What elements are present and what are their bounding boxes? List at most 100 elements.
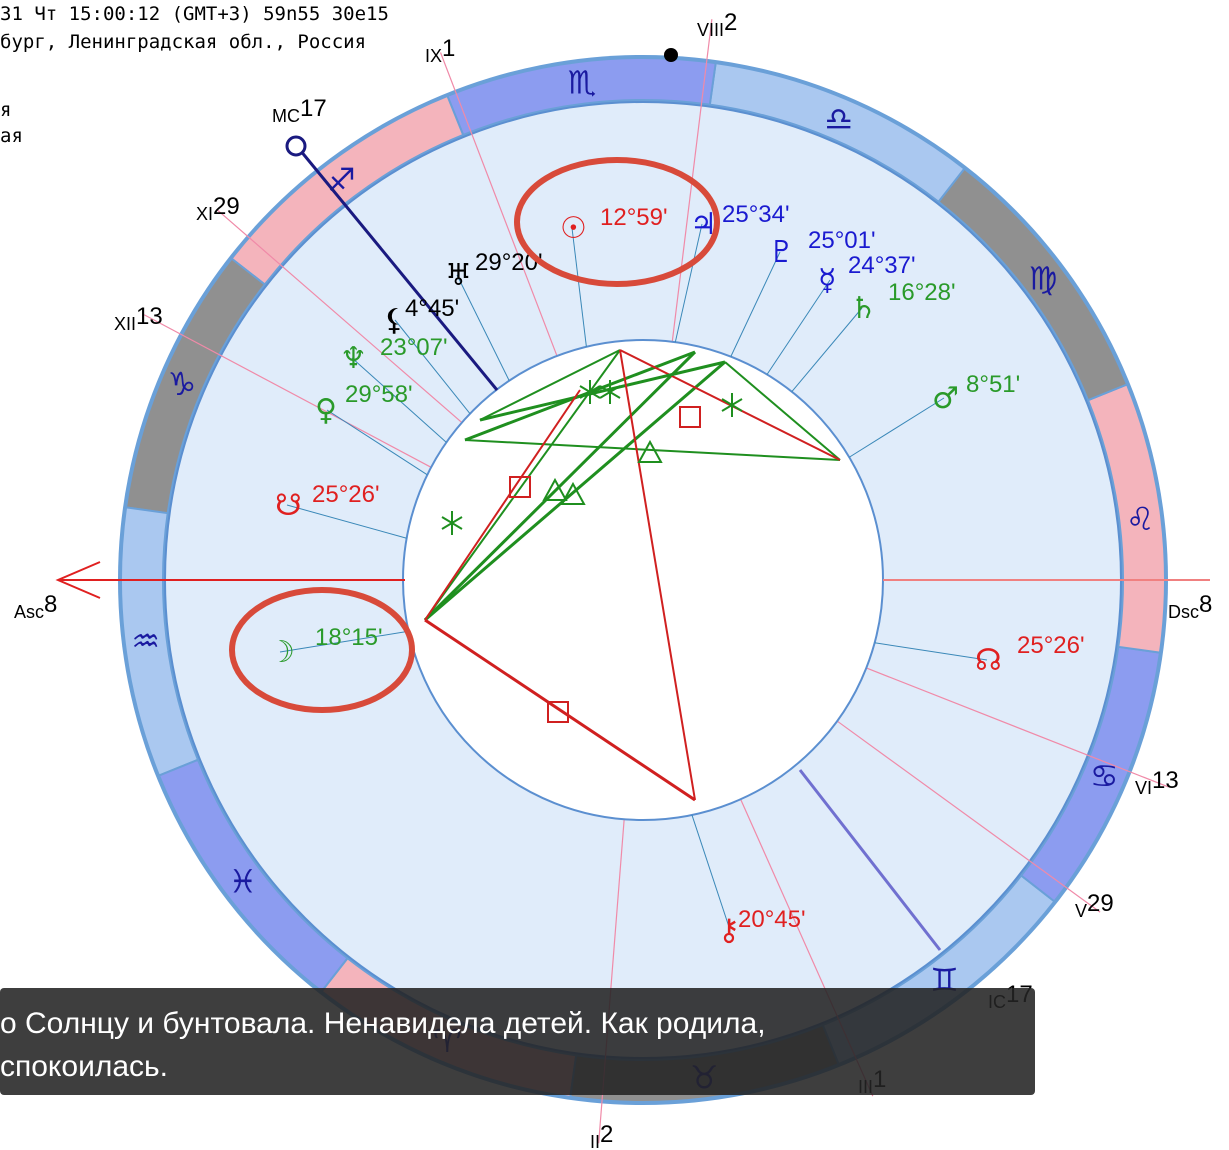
header-line: бург, Ленинградская обл., Россия: [0, 31, 366, 53]
planet-leader: [791, 307, 863, 393]
zodiac-glyph: ♐: [327, 161, 356, 199]
planet-degree: 8°51': [966, 371, 1020, 398]
ic-line: [798, 769, 942, 951]
house-cusp: [866, 667, 1169, 788]
planet-leader: [279, 630, 409, 653]
square: [509, 476, 531, 498]
aspect: [479, 349, 621, 421]
aspect: [619, 349, 841, 461]
planet-glyph: ⚸: [383, 303, 405, 338]
planet-degree: 29°58': [345, 381, 413, 408]
zodiac-glyph: ♋: [1090, 757, 1119, 795]
house-cusp: [439, 52, 558, 357]
house-cusp: [143, 314, 432, 468]
mc-marker: [285, 135, 307, 157]
planet-leader: [286, 504, 407, 539]
zodiac-glyph: ♒: [131, 622, 160, 660]
house-label: IX1: [425, 35, 455, 66]
planet-leader: [730, 251, 781, 357]
house-label: Asc8: [14, 591, 57, 622]
house-label: XII13: [114, 303, 163, 334]
planet-degree: 25°01': [808, 227, 876, 254]
zodiac-glyph: ♏: [568, 64, 597, 102]
house-label: VI13: [1135, 767, 1179, 798]
zodiac-glyph: ♎: [824, 100, 853, 138]
planet-degree: 24°37': [848, 252, 916, 279]
house-cusp: [836, 720, 1101, 913]
header-line: я: [0, 99, 11, 121]
planet-leader: [456, 274, 510, 381]
aspect: [424, 360, 726, 622]
subtitle-line: спокоилась.: [0, 1050, 168, 1083]
planet-glyph: ☽: [268, 635, 295, 670]
header-line: 31 Чт 15:00:12 (GMT+3) 59n55 30e15: [0, 3, 389, 25]
subtitle-box: [0, 988, 1035, 1095]
house-name: VI: [1135, 778, 1152, 798]
aspect: [424, 389, 581, 621]
highlight-sun: [514, 157, 720, 287]
house-name: MC: [272, 106, 300, 126]
house-name: V: [1075, 901, 1087, 921]
planet-degree: 12°59': [600, 204, 668, 231]
planet-degree: 23°07': [380, 334, 448, 361]
house-name: Dsc: [1168, 602, 1199, 622]
house-degree: 29: [213, 193, 240, 220]
aspect: [619, 349, 696, 801]
aspect: [464, 439, 841, 461]
planet-leader: [691, 814, 731, 931]
planet-leader: [848, 397, 945, 458]
house-degree: 2: [600, 1121, 613, 1148]
planet-leader: [874, 642, 988, 661]
aspect: [479, 360, 726, 422]
planet-leader: [674, 223, 703, 343]
header-line: ая: [0, 125, 23, 147]
asc-arrow: [55, 561, 101, 599]
house-name: VIII: [697, 20, 724, 40]
house-degree: 8: [1199, 591, 1212, 618]
house-degree: 29: [1087, 890, 1114, 917]
planet-glyph: ♄: [850, 291, 877, 326]
aspect: [423, 350, 697, 622]
planet-leader: [394, 319, 471, 414]
house-name: XI: [196, 204, 213, 224]
planet-degree: 16°28': [888, 279, 956, 306]
planet-glyph: ⚷: [718, 913, 740, 948]
house-degree: 17: [300, 95, 327, 122]
planet-degree: 25°26': [312, 481, 380, 508]
planet-degree: 25°26': [1017, 632, 1085, 659]
house-name: II: [590, 1132, 600, 1150]
house-degree: 8: [44, 591, 57, 618]
planet-glyph: ♆: [340, 341, 367, 376]
mc-line: [298, 149, 499, 391]
planet-leader: [766, 279, 831, 375]
planet-glyph: ♀: [315, 393, 337, 428]
planet-leader: [571, 227, 587, 347]
square: [679, 406, 701, 428]
house-label: II2: [590, 1121, 613, 1150]
planet-glyph: ♅: [445, 258, 472, 293]
planet-leader: [326, 409, 428, 476]
zodiac-glyph: ♌: [1126, 500, 1155, 538]
planet-glyph: ♂: [932, 381, 959, 416]
aspect-symbols: [441, 380, 743, 723]
house-degree: 2: [724, 9, 737, 36]
aspect: [724, 361, 841, 461]
house-label: MC17: [272, 95, 327, 126]
house-cusp: [216, 208, 463, 423]
planet-glyph: ♇: [768, 235, 795, 270]
planet-glyph: ☊: [975, 643, 1002, 678]
square: [547, 701, 569, 723]
zodiac-glyph: ♓: [229, 863, 258, 901]
planet-glyph: ☋: [275, 488, 302, 523]
aspect-field: [402, 339, 884, 821]
planet-glyph: ☉: [560, 211, 587, 246]
house-name: IX: [425, 46, 442, 66]
planet-degree: 25°34': [722, 201, 790, 228]
planet-degree: 20°45': [738, 906, 806, 933]
house-label: XI29: [196, 193, 240, 224]
highlight-moon: [229, 587, 415, 713]
zodiac-glyph: ♑: [167, 365, 196, 403]
house-label: V29: [1075, 890, 1114, 921]
trine: [542, 477, 568, 501]
